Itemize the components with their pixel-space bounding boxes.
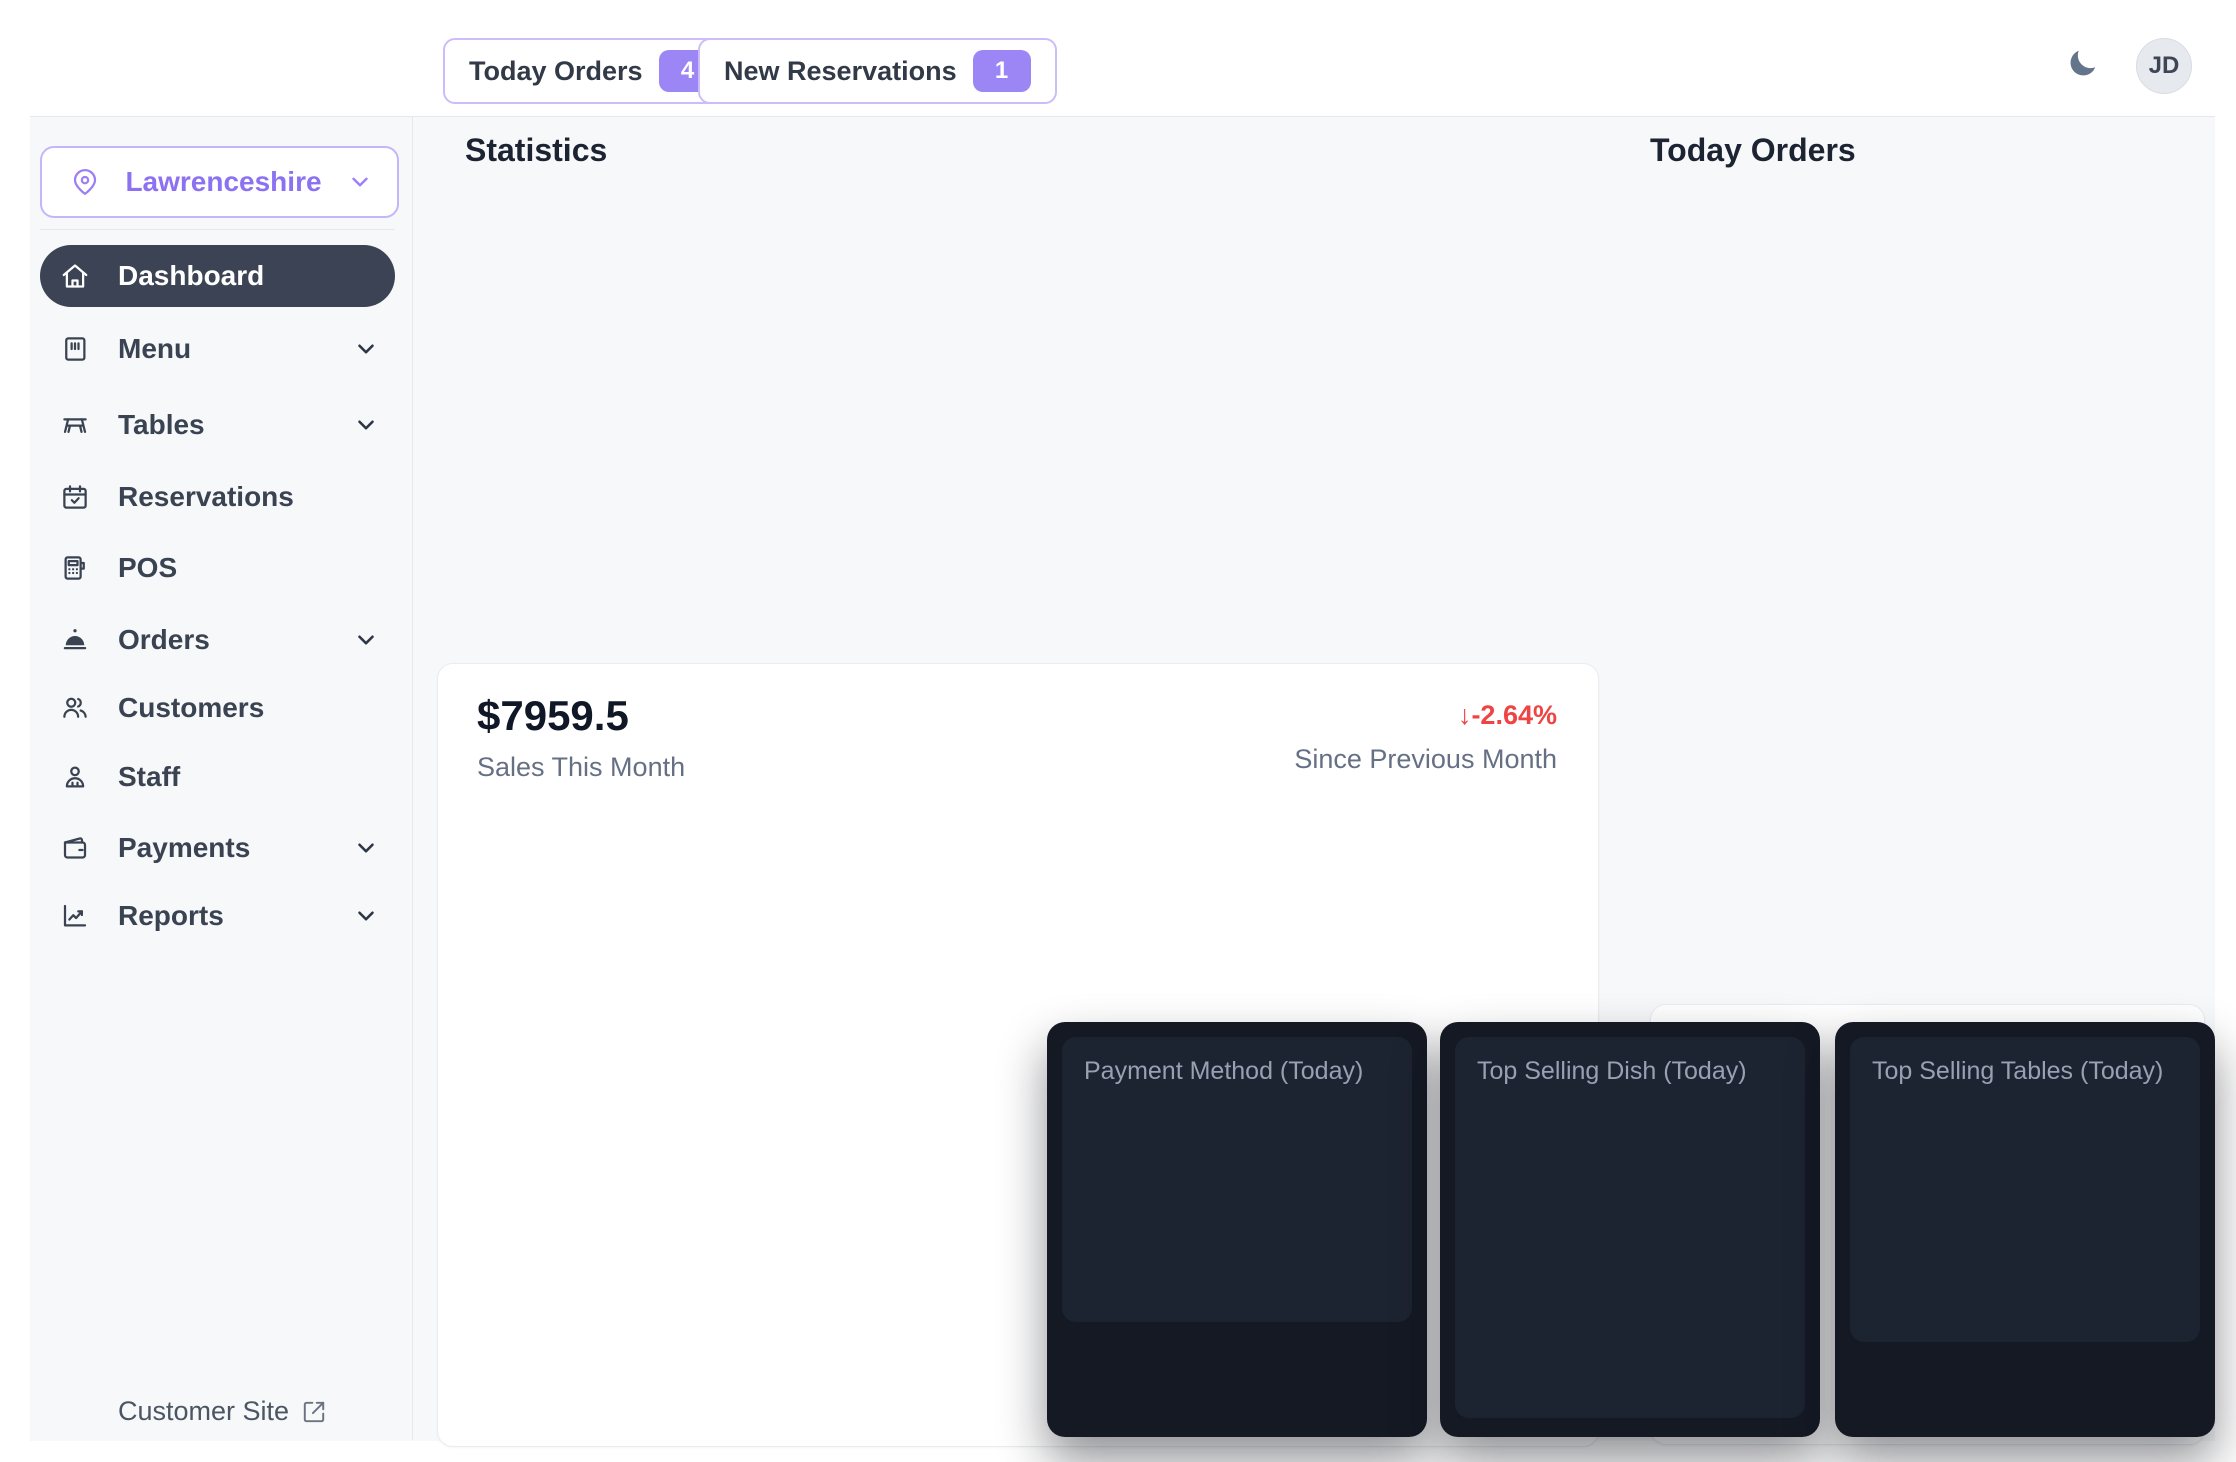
sidebar-item-label: Dashboard (118, 260, 265, 291)
sidebar-item-tables[interactable]: Tables (40, 394, 395, 456)
sales-delta-value: -2.64% (1471, 700, 1557, 730)
cloche-icon (60, 625, 92, 655)
wallet-icon (60, 833, 92, 863)
users-icon (60, 693, 92, 723)
top-dish-title: Top Selling Dish (Today) (1477, 1057, 1747, 1085)
user-avatar[interactable]: JD (2136, 38, 2192, 94)
customer-site-link[interactable]: Customer Site (118, 1396, 327, 1427)
sidebar-item-reservations[interactable]: Reservations (40, 466, 395, 528)
payment-method-title: Payment Method (Today) (1084, 1057, 1364, 1085)
sidebar-separator (40, 229, 395, 230)
chevron-down-icon (353, 627, 379, 653)
chevron-down-icon (347, 169, 373, 195)
sidebar-item-label: Menu (118, 333, 192, 364)
statistics-heading: Statistics (465, 132, 608, 168)
dark-mode-toggle[interactable] (2058, 40, 2106, 88)
sidebar-item-menu[interactable]: Menu (40, 318, 395, 380)
customer-site-label: Customer Site (118, 1396, 290, 1426)
sidebar-item-label: POS (118, 552, 178, 583)
chevron-down-icon (353, 835, 379, 861)
location-selector[interactable]: Lawrenceshire (40, 146, 399, 218)
top-dish-card: Top Selling Dish (Today) (1455, 1037, 1805, 1418)
calendar-check-icon (60, 482, 92, 512)
sales-month-subtitle: Sales This Month (477, 752, 686, 782)
sidebar-item-label: Customers (118, 692, 265, 723)
person-icon (60, 762, 92, 792)
sidebar-divider (412, 116, 413, 1440)
top-tables-panel: Top Selling Tables (Today) (1835, 1022, 2215, 1437)
sidebar-item-label: Orders (118, 624, 210, 655)
avatar-initials: JD (2148, 52, 2180, 79)
payment-method-panel: Payment Method (Today) (1047, 1022, 1427, 1437)
sales-month-delta-caption: Since Previous Month (1294, 744, 1557, 774)
sidebar-item-staff[interactable]: Staff (40, 746, 395, 808)
sidebar-item-pos[interactable]: POS (40, 537, 395, 599)
home-icon (60, 261, 92, 291)
sales-month-delta: ↓-2.64% (1458, 700, 1557, 731)
top-tables-title: Top Selling Tables (Today) (1872, 1057, 2164, 1085)
location-name: Lawrenceshire (125, 166, 322, 197)
sidebar-item-customers[interactable]: Customers (40, 677, 395, 739)
sidebar-item-reports[interactable]: Reports (40, 885, 395, 947)
sidebar-item-orders[interactable]: Orders (40, 609, 395, 671)
top-tables-card: Top Selling Tables (Today) (1850, 1037, 2200, 1342)
sidebar-item-label: Reports (118, 900, 224, 931)
chevron-down-icon (353, 412, 379, 438)
arrow-down-icon: ↓ (1457, 700, 1472, 730)
map-pin-icon (70, 167, 100, 197)
payment-method-card: Payment Method (Today) (1062, 1037, 1412, 1322)
pos-terminal-icon (60, 553, 92, 583)
top-dish-panel: Top Selling Dish (Today) (1440, 1022, 1820, 1437)
new-reservations-button[interactable]: New Reservations 1 (698, 38, 1057, 104)
sidebar-item-label: Tables (118, 409, 205, 440)
sidebar-item-payments[interactable]: Payments (40, 817, 395, 879)
new-reservations-count-badge: 1 (972, 50, 1031, 92)
sidebar-item-label: Reservations (118, 481, 294, 512)
today-orders-button-label: Today Orders (469, 55, 643, 86)
external-link-icon (301, 1399, 327, 1425)
chevron-down-icon (353, 336, 379, 362)
chevron-down-icon (353, 903, 379, 929)
sidebar-item-label: Staff (118, 761, 181, 792)
today-orders-heading: Today Orders (1650, 132, 1856, 168)
menu-book-icon (60, 334, 92, 364)
sidebar-item-label: Payments (118, 832, 251, 863)
moon-icon (2064, 46, 2100, 82)
chart-line-icon (60, 901, 92, 931)
table-icon (60, 410, 92, 440)
sidebar-item-dashboard[interactable]: Dashboard (40, 245, 395, 307)
sales-month-amount: $7959.5 (477, 692, 629, 739)
new-reservations-button-label: New Reservations (724, 55, 957, 86)
